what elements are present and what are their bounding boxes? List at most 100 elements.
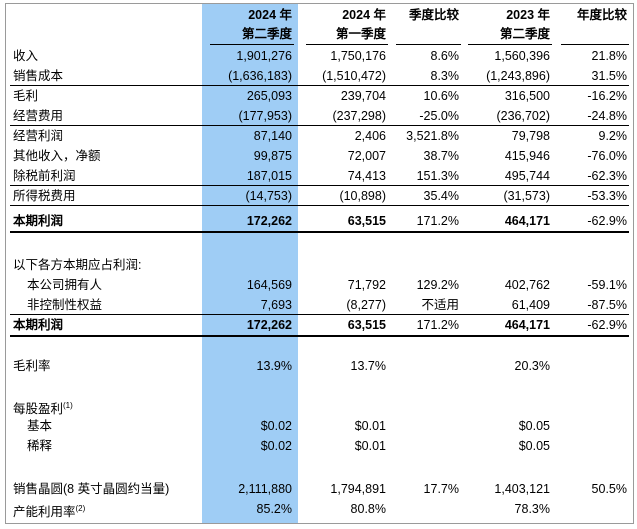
row-label: 经营费用 — [13, 109, 64, 123]
rule-after-opex — [10, 125, 629, 126]
row-label: 本期利润 — [13, 214, 64, 228]
cell-col5: -62.9% — [587, 214, 627, 228]
row-label: 稀释 — [27, 439, 53, 453]
header-underline-col2 — [306, 44, 388, 45]
rule-after-nci — [10, 314, 629, 315]
cell-col4: $0.05 — [518, 419, 550, 433]
cell-col3: 10.6% — [423, 89, 459, 103]
header-col4-line2: 第二季度 — [499, 27, 550, 41]
header-col5-line1: 年度比较 — [576, 8, 627, 22]
cell-col2: 63,515 — [347, 318, 386, 332]
rule-after-profit — [10, 231, 629, 233]
footnote-marker: (2) — [75, 504, 86, 513]
cell-col2: 72,007 — [347, 149, 386, 163]
cell-col5: -59.1% — [587, 278, 627, 292]
cell-col4: 61,409 — [511, 298, 550, 312]
row-label: 每股盈利(1) — [13, 401, 73, 417]
cell-col3: 35.4% — [423, 189, 459, 203]
cell-col4: 78.3% — [514, 502, 550, 516]
cell-col4: (31,573) — [503, 189, 550, 203]
cell-col1: (177,953) — [238, 109, 292, 123]
header-col3-line1: 季度比较 — [408, 8, 459, 22]
cell-col2: 80.8% — [350, 502, 386, 516]
cell-col3: 129.2% — [416, 278, 459, 292]
cell-col2: 1,794,891 — [330, 482, 386, 496]
cell-col5: -53.3% — [587, 189, 627, 203]
row-label: 本公司拥有人 — [27, 278, 103, 292]
cell-col1: 172,262 — [246, 318, 292, 332]
cell-col5: -87.5% — [587, 298, 627, 312]
row-label: 经营利润 — [13, 129, 64, 143]
row-label: 产能利用率(2) — [13, 504, 86, 520]
row-label: 销售成本 — [13, 69, 64, 83]
cell-col4: 1,560,396 — [494, 49, 550, 63]
header-col1-line2: 第二季度 — [241, 27, 292, 41]
cell-col1: 187,015 — [246, 169, 292, 183]
header-underline-col4 — [468, 44, 552, 45]
cell-col2: $0.01 — [354, 419, 386, 433]
cell-col4: (1,243,896) — [486, 69, 550, 83]
cell-col1: 2,111,880 — [238, 482, 292, 496]
cell-col2: 74,413 — [347, 169, 386, 183]
row-label: 毛利 — [13, 89, 39, 103]
cell-col2: 13.7% — [350, 359, 386, 373]
cell-col4: 20.3% — [514, 359, 550, 373]
cell-col4: 415,946 — [504, 149, 550, 163]
cell-col4: 464,171 — [504, 214, 550, 228]
cell-col4: 1,403,121 — [494, 482, 550, 496]
cell-col5: -62.3% — [587, 169, 627, 183]
rule-after-pretax — [10, 185, 629, 186]
header-underline-col3 — [396, 44, 461, 45]
row-label: 所得税费用 — [13, 189, 76, 203]
cell-col1: 164,569 — [246, 278, 292, 292]
current-quarter-highlight — [202, 4, 298, 523]
row-label: 毛利率 — [13, 359, 51, 373]
cell-col2: 63,515 — [347, 214, 386, 228]
cell-col1: 172,262 — [246, 214, 292, 228]
cell-col1: $0.02 — [260, 439, 292, 453]
cell-col3: 8.3% — [430, 69, 460, 83]
cell-col2: (237,298) — [332, 109, 386, 123]
cell-col2: (8,277) — [346, 298, 386, 312]
cell-col2: 2,406 — [354, 129, 386, 143]
cell-col2: 239,704 — [340, 89, 386, 103]
cell-col3: 38.7% — [423, 149, 459, 163]
cell-col3: 8.6% — [430, 49, 460, 63]
cell-col2: 71,792 — [347, 278, 386, 292]
row-label: 基本 — [27, 419, 53, 433]
header-col4-line1: 2023 年 — [506, 8, 550, 22]
header-col1-line1: 2024 年 — [248, 8, 292, 22]
cell-col3: 3,521.8% — [406, 129, 459, 143]
rule-after-tax — [10, 205, 629, 206]
cell-col1: (1,636,183) — [228, 69, 292, 83]
footnote-marker: (1) — [63, 401, 73, 410]
header-underline-col5 — [561, 44, 629, 45]
cell-col3: 17.7% — [423, 482, 459, 496]
table-frame — [5, 3, 634, 524]
cell-col4: 495,744 — [504, 169, 550, 183]
cell-col2: $0.01 — [354, 439, 386, 453]
cell-col4: $0.05 — [518, 439, 550, 453]
cell-col1: 1,901,276 — [236, 49, 292, 63]
row-label: 除税前利润 — [13, 169, 76, 183]
row-label: 本期利润 — [13, 318, 64, 332]
cell-col3: 不适用 — [421, 298, 459, 312]
row-label: 非控制性权益 — [27, 298, 103, 312]
cell-col5: 31.5% — [591, 69, 627, 83]
cell-col4: 464,171 — [504, 318, 550, 332]
cell-col5: -16.2% — [587, 89, 627, 103]
cell-col1: 99,875 — [253, 149, 292, 163]
rule-after-profit-2 — [10, 335, 629, 337]
cell-col5: -62.9% — [587, 318, 627, 332]
cell-col1: (14,753) — [245, 189, 292, 203]
cell-col3: 171.2% — [416, 214, 459, 228]
cell-col4: 402,762 — [504, 278, 550, 292]
cell-col1: 13.9% — [256, 359, 292, 373]
row-label: 其他收入，净额 — [13, 149, 101, 163]
cell-col5: 50.5% — [591, 482, 627, 496]
cell-col2: 1,750,176 — [330, 49, 386, 63]
cell-col5: 9.2% — [598, 129, 628, 143]
cell-col4: 79,798 — [511, 129, 550, 143]
cell-col3: 171.2% — [416, 318, 459, 332]
row-label: 收入 — [13, 49, 39, 63]
